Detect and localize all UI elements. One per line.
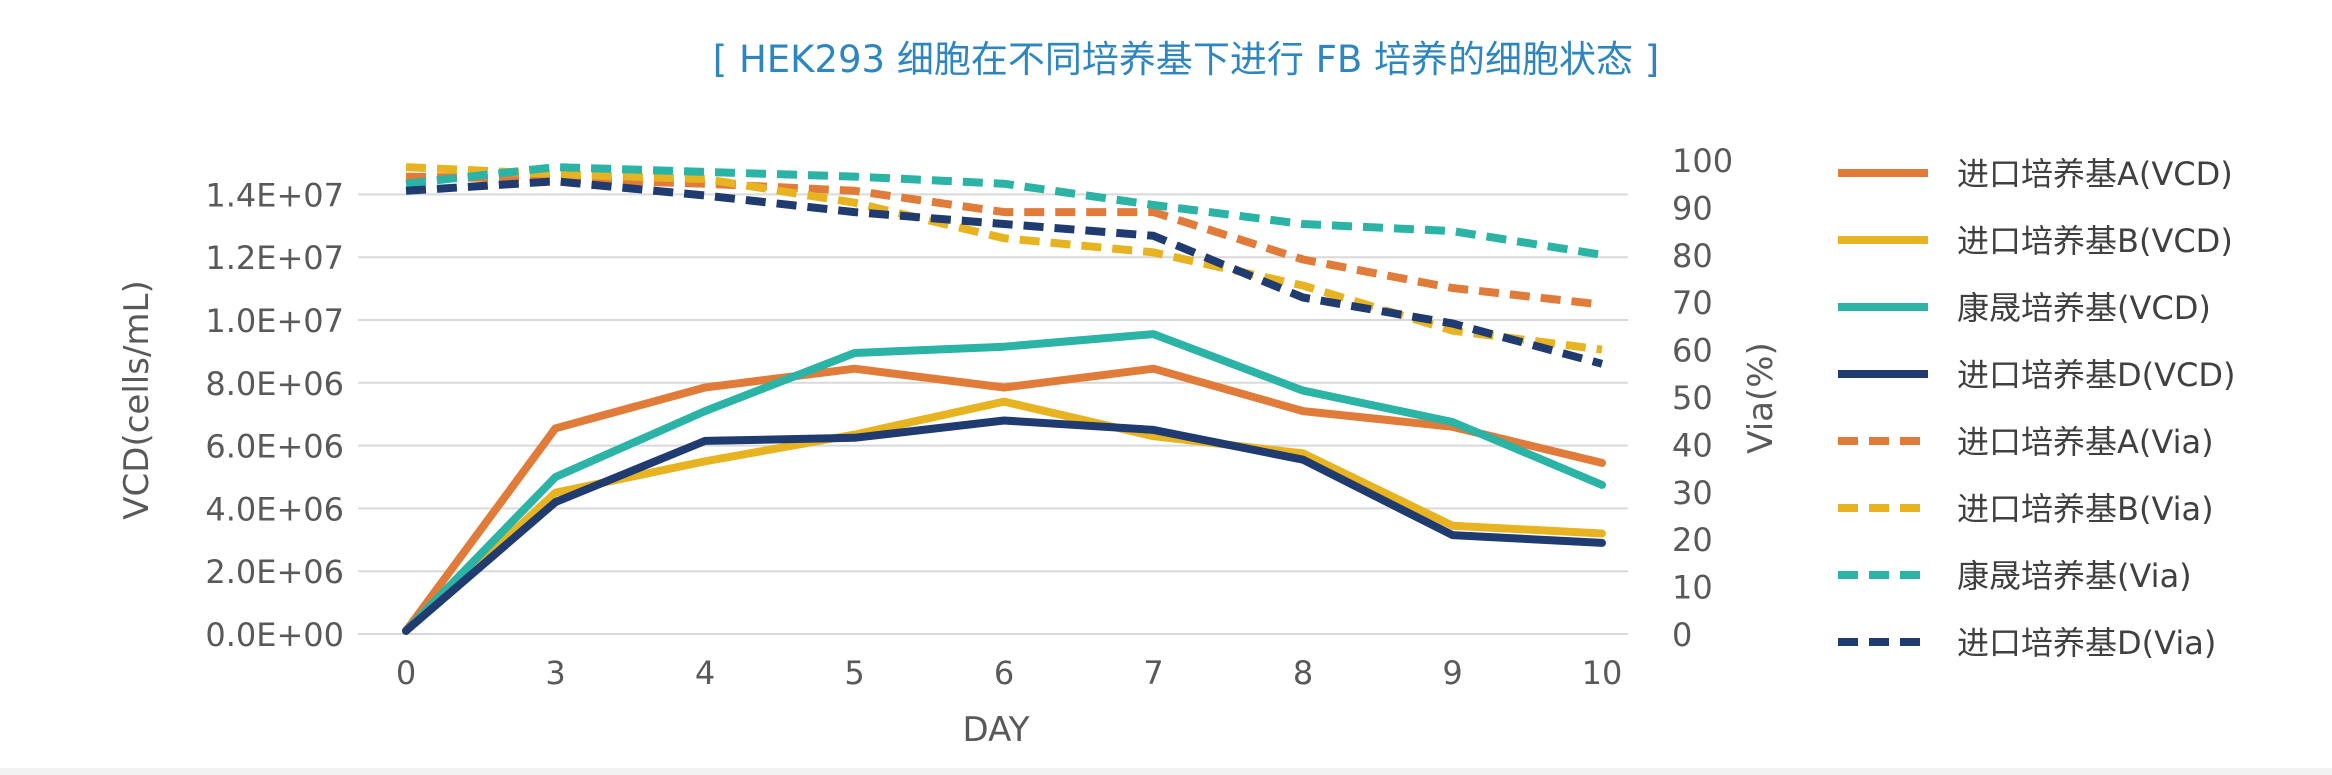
right-tick-label: 40 <box>1672 426 1713 464</box>
right-tick-label: 100 <box>1672 142 1733 180</box>
right-axis: 0 10 20 30 40 50 60 70 80 90 100 <box>1672 142 1733 654</box>
left-tick-label: 6.0E+06 <box>205 428 344 466</box>
series-line-3 <box>402 330 1606 635</box>
right-tick-label: 60 <box>1672 332 1713 370</box>
x-tick-label: 4 <box>695 654 715 692</box>
left-tick-label: 8.0E+06 <box>205 365 344 403</box>
right-tick-label: 80 <box>1672 237 1713 275</box>
right-tick-label: 20 <box>1672 521 1713 559</box>
y-axis-label-right: Via(%) <box>1741 342 1781 454</box>
legend-item[interactable]: 康晟培养基(VCD) <box>1838 289 2211 327</box>
chart-title: [ HEK293 细胞在不同培养基下进行 FB 培养的细胞状态 ] <box>713 38 1659 81</box>
left-axis: 0.0E+00 2.0E+06 4.0E+06 6.0E+06 8.0E+06 1.0E+… <box>205 176 344 654</box>
left-tick-label: 0.0E+00 <box>205 616 344 654</box>
x-axis-label: DAY <box>963 710 1030 750</box>
x-tick-label: 10 <box>1582 654 1623 692</box>
right-tick-label: 90 <box>1672 189 1713 227</box>
series-line-6 <box>405 163 1603 354</box>
legend-item[interactable]: 进口培养基D(VCD) <box>1838 356 2236 394</box>
legend-label: 进口培养基B(Via) <box>1957 490 2214 528</box>
legend-item[interactable]: 进口培养基B(Via) <box>1838 490 2214 528</box>
legend-label: 进口培养基D(VCD) <box>1957 356 2236 394</box>
x-tick-label: 6 <box>994 654 1014 692</box>
legend-label: 康晟培养基(Via) <box>1957 557 2192 595</box>
left-tick-label: 2.0E+06 <box>205 553 344 591</box>
x-tick-label: 3 <box>545 654 565 692</box>
right-tick-label: 30 <box>1672 474 1713 512</box>
right-tick-label: 70 <box>1672 284 1713 322</box>
x-tick-label: 8 <box>1293 654 1313 692</box>
series-lines <box>402 163 1606 635</box>
left-tick-label: 1.4E+07 <box>205 176 344 214</box>
left-tick-label: 4.0E+06 <box>205 490 344 528</box>
legend-label: 进口培养基D(Via) <box>1957 624 2216 662</box>
legend-label: 康晟培养基(VCD) <box>1957 289 2211 327</box>
series-line-5 <box>405 172 1603 309</box>
x-tick-label: 7 <box>1143 654 1163 692</box>
x-tick-label: 5 <box>844 654 864 692</box>
right-tick-label: 0 <box>1672 616 1692 654</box>
legend[interactable]: 进口培养基A(VCD) 进口培养基B(VCD) 康晟培养基(VCD) 进口培养基D(V… <box>1838 155 2236 662</box>
gridlines <box>358 193 1628 635</box>
legend-label: 进口培养基A(Via) <box>1957 423 2214 461</box>
left-tick-label: 1.2E+07 <box>205 239 344 277</box>
x-axis: 0 3 4 5 6 7 8 9 10 <box>396 654 1623 692</box>
legend-item[interactable]: 进口培养基A(VCD) <box>1838 155 2233 193</box>
x-tick-label: 0 <box>396 654 416 692</box>
series-line-1 <box>402 364 1606 635</box>
y-axis-label-left: VCD(cells/mL) <box>117 280 157 519</box>
right-tick-label: 10 <box>1672 569 1713 607</box>
left-tick-label: 1.0E+07 <box>205 302 344 340</box>
series-line-8 <box>405 177 1604 368</box>
right-tick-label: 50 <box>1672 379 1713 417</box>
legend-item[interactable]: 进口培养基B(VCD) <box>1838 222 2233 260</box>
legend-item[interactable]: 进口培养基D(Via) <box>1838 624 2216 662</box>
series-line-7 <box>405 163 1603 259</box>
bottom-divider <box>0 768 2332 775</box>
legend-label: 进口培养基B(VCD) <box>1957 222 2233 260</box>
legend-item[interactable]: 进口培养基A(Via) <box>1838 423 2214 461</box>
legend-label: 进口培养基A(VCD) <box>1957 155 2233 193</box>
x-tick-label: 9 <box>1442 654 1462 692</box>
legend-item[interactable]: 康晟培养基(Via) <box>1838 557 2192 595</box>
series-line-4 <box>402 416 1606 635</box>
